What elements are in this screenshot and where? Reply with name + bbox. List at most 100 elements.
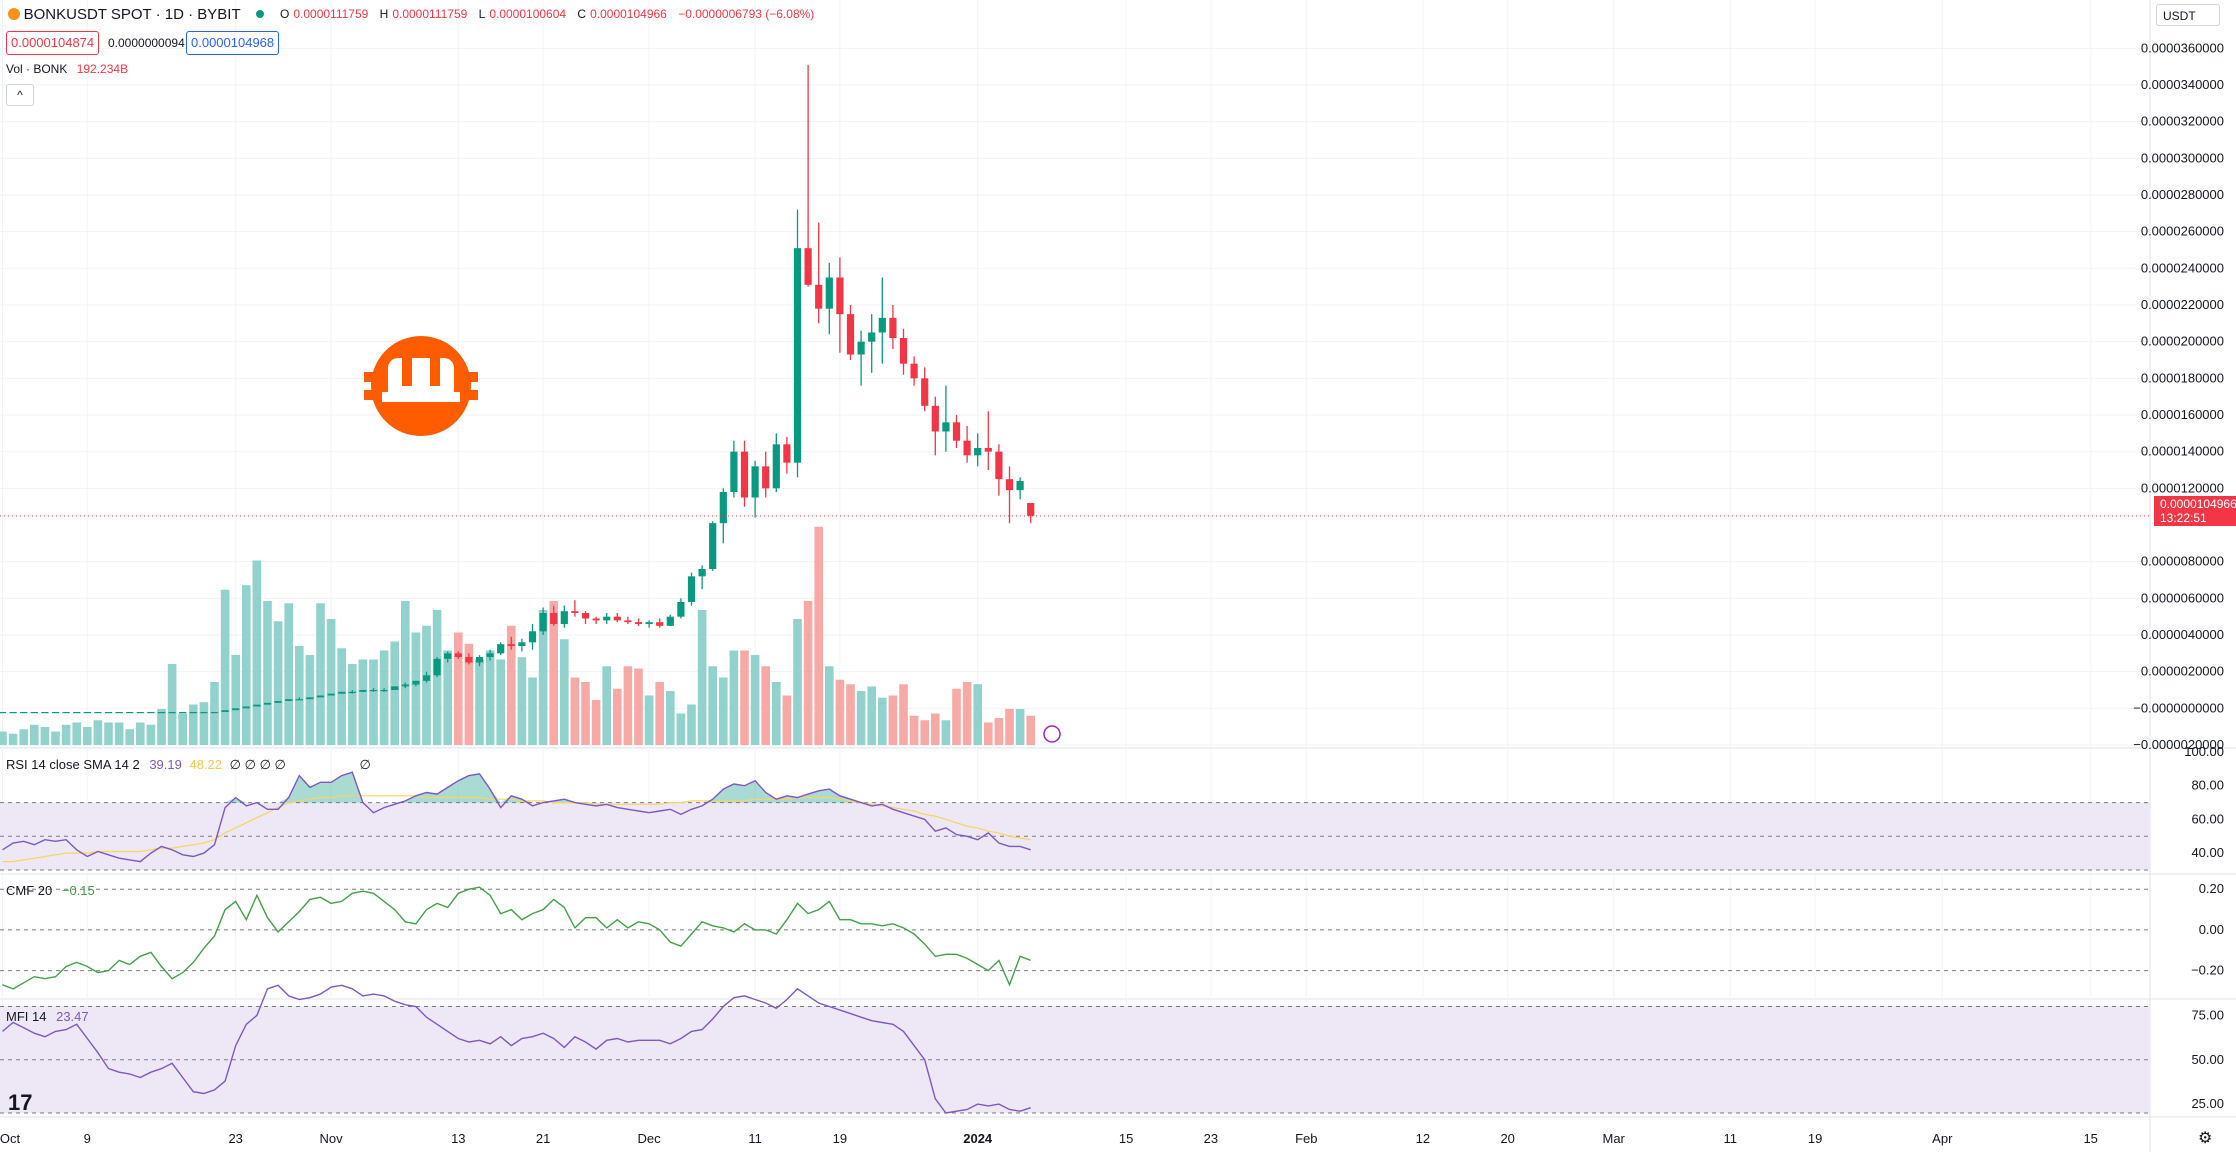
- volume-bar: [835, 679, 845, 745]
- volume-legend: Vol · BONK 192.234B: [6, 62, 128, 76]
- volume-bar: [401, 601, 410, 745]
- volume-bar: [878, 697, 887, 745]
- candle-body: [846, 314, 855, 355]
- candle-body: [974, 448, 982, 456]
- volume-bar: [199, 702, 209, 745]
- bolt-icon: [1043, 725, 1061, 743]
- candle-body: [475, 657, 484, 663]
- gear-icon[interactable]: ⚙: [2198, 1130, 2213, 1147]
- volume-bar: [337, 648, 346, 745]
- candle-body: [921, 378, 929, 406]
- mfi-line: [2, 984, 1031, 1114]
- volume-bar: [655, 682, 664, 745]
- candle-body: [719, 492, 727, 524]
- volume-bar: [899, 684, 908, 745]
- volume-bar: [231, 655, 240, 745]
- volume-bar: [507, 625, 516, 745]
- price-axis-label: 0.0000060000: [2141, 590, 2224, 605]
- candle-body: [242, 706, 250, 709]
- time-axis-label: 9: [84, 1131, 91, 1146]
- candle-body: [104, 712, 113, 714]
- volume-bar: [454, 632, 463, 745]
- volume-bar: [581, 682, 590, 745]
- volume-bar: [136, 722, 145, 745]
- volume-bar: [496, 659, 505, 745]
- candle-body: [253, 704, 261, 707]
- volume-bar: [146, 724, 156, 745]
- volume-bar: [740, 650, 749, 745]
- candle-body: [401, 684, 409, 687]
- rsi-legend: RSI 14 close SMA 14 2 39.19 48.22 ∅ ∅ ∅ …: [6, 757, 371, 772]
- volume-bar: [369, 659, 378, 745]
- rsi-overbought-fill: [744, 780, 756, 803]
- candle-body: [73, 712, 81, 714]
- volume-label: Vol · BONK: [6, 62, 68, 76]
- candle-body: [560, 611, 568, 624]
- rsi-overbought-fill: [299, 775, 310, 803]
- currency-selector[interactable]: USDT: [2156, 4, 2220, 26]
- candle-body: [359, 690, 367, 692]
- price-axis-label: 0.0000300000: [2141, 150, 2224, 165]
- candle-body: [295, 699, 303, 701]
- rsi-label: RSI 14 close SMA 14 2: [6, 757, 140, 772]
- volume-bar: [803, 601, 813, 745]
- tradingview-logo[interactable]: 17: [8, 1090, 33, 1115]
- volume-bar: [825, 666, 834, 745]
- volume-bar: [390, 641, 399, 745]
- rsi-overbought-fill: [500, 795, 512, 803]
- price-axis-label: 0.0000240000: [2141, 260, 2224, 275]
- candle-body: [878, 317, 886, 333]
- volume-bar: [19, 729, 28, 745]
- sell-price-box[interactable]: 0.0000104874: [6, 31, 100, 55]
- volume-bar: [560, 639, 569, 745]
- volume-bar: [867, 686, 876, 745]
- volume-bar: [666, 691, 675, 745]
- volume-bar: [687, 704, 696, 745]
- volume-bar: [888, 695, 898, 745]
- volume-bar: [549, 601, 558, 745]
- candle-body: [327, 693, 335, 696]
- volume-bar: [40, 727, 50, 745]
- time-axis-label: 21: [536, 1131, 550, 1146]
- volume-value: 192.234B: [76, 62, 129, 76]
- volume-bar: [422, 625, 431, 745]
- price-axis-label: 0.0000360000: [2141, 40, 2224, 55]
- time-axis-label: 15: [2083, 1131, 2097, 1146]
- candle-body: [825, 277, 833, 309]
- candle-body: [772, 444, 780, 489]
- candle-body: [348, 691, 356, 694]
- market-status-icon[interactable]: [256, 10, 265, 18]
- symbol-title[interactable]: BONKUSDT SPOT · 1D · BYBIT: [23, 6, 241, 23]
- candle-body: [51, 712, 60, 714]
- candle-body: [528, 631, 537, 643]
- collapse-legend-button[interactable]: ^: [6, 84, 34, 106]
- spread-value: 0.0000000094: [108, 36, 185, 50]
- volume-bar: [846, 684, 855, 745]
- time-axis-label: Oct: [0, 1131, 20, 1146]
- volume-bar: [485, 650, 495, 745]
- candle-body: [62, 712, 70, 714]
- mfi-axis-label: 25.00: [2191, 1096, 2224, 1111]
- volume-bar: [93, 720, 103, 745]
- candle-body: [581, 613, 590, 619]
- buy-price-box[interactable]: 0.0000104968: [186, 31, 280, 55]
- candle-body: [83, 712, 91, 714]
- volume-bar: [719, 677, 728, 745]
- volume-bar: [0, 731, 7, 745]
- change-value: −0.0000006793 (−6.08%): [678, 7, 815, 21]
- price-axis-label: −0.0000020000: [2133, 737, 2224, 752]
- volume-bar: [273, 621, 283, 745]
- volume-bar: [750, 655, 760, 745]
- candle-body: [656, 622, 664, 626]
- time-axis-label: 20: [1500, 1131, 1514, 1146]
- rsi-overbought-fill: [437, 787, 448, 803]
- volume-bar: [83, 727, 92, 745]
- volume-bar: [941, 720, 951, 745]
- candle-body: [857, 341, 865, 355]
- volume-bar: [1015, 709, 1025, 745]
- rsi-overbought-fill: [320, 782, 332, 803]
- candle-body: [984, 448, 992, 452]
- candle-body: [783, 444, 791, 463]
- rsi-overbought-fill: [468, 773, 480, 803]
